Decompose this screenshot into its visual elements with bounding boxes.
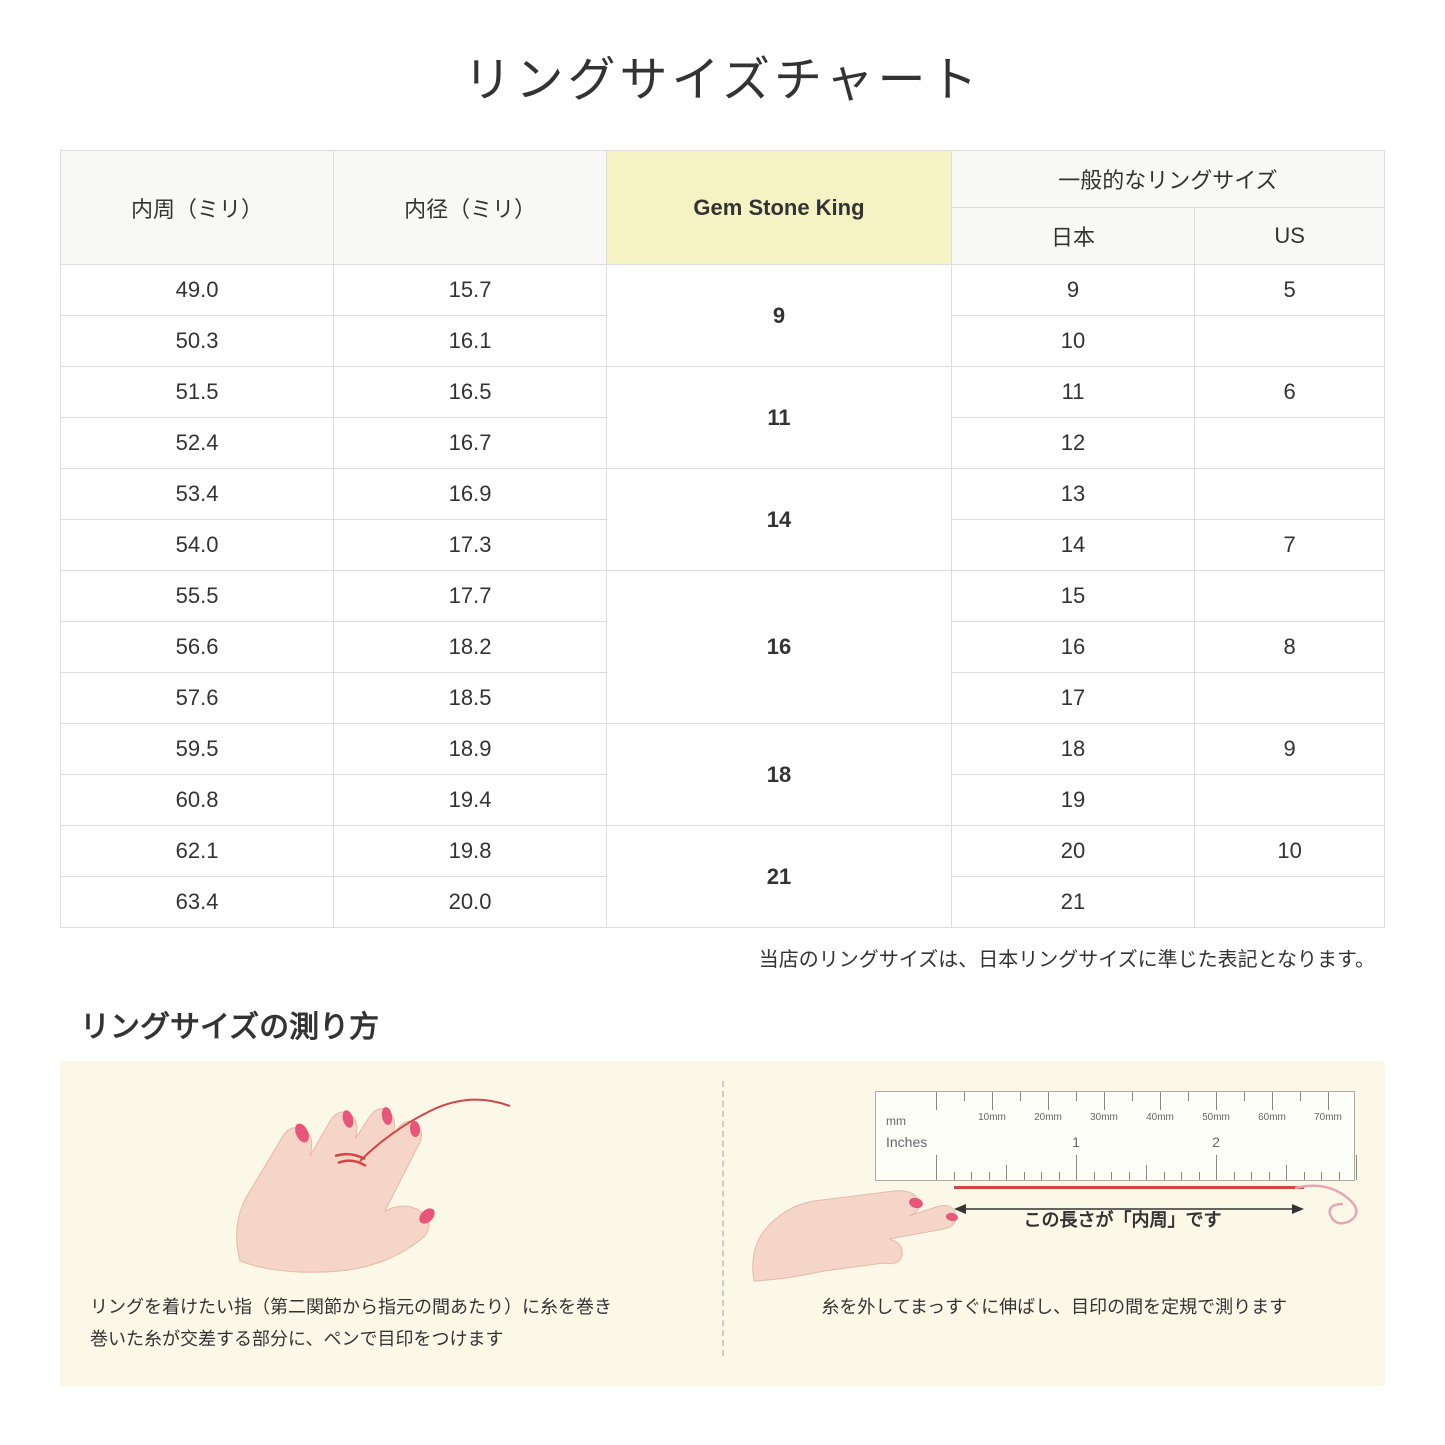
ruler-inches-label: Inches [886,1134,927,1150]
thread-line [954,1186,1304,1189]
cell-diameter: 19.4 [334,775,607,826]
cell-diameter: 16.1 [334,316,607,367]
instructions-container: リングを着けたい指（第二関節から指元の間あたり）に糸を巻き 巻いた糸が交差する部… [60,1061,1385,1386]
cell-gemstone: 16 [607,571,952,724]
cell-japan: 21 [951,877,1194,928]
cell-japan: 13 [951,469,1194,520]
ruler-icon: mm Inches 10mm 20mm 30mm 40mm 50mm 60mm 70mm 1… [875,1091,1355,1181]
cell-us [1195,316,1385,367]
ring-size-table: 内周（ミリ） 内径（ミリ） Gem Stone King 一般的なリングサイズ … [60,150,1385,928]
header-circumference: 内周（ミリ） [61,151,334,265]
size-note: 当店のリングサイズは、日本リングサイズに準じた表記となります。 [60,943,1385,972]
cell-diameter: 16.7 [334,418,607,469]
cell-japan: 16 [951,622,1194,673]
cell-circumference: 53.4 [61,469,334,520]
table-row: 51.516.511116 [61,367,1385,418]
cell-japan: 19 [951,775,1194,826]
cell-circumference: 50.3 [61,316,334,367]
cell-gemstone: 11 [607,367,952,469]
ruler-mm-tick: 70mm [1314,1112,1342,1123]
cell-circumference: 59.5 [61,724,334,775]
cell-circumference: 57.6 [61,673,334,724]
cell-circumference: 49.0 [61,265,334,316]
cell-us: 6 [1195,367,1385,418]
table-row: 62.119.8212010 [61,826,1385,877]
cell-us: 9 [1195,724,1385,775]
cell-diameter: 17.7 [334,571,607,622]
cell-diameter: 17.3 [334,520,607,571]
instruction-2-text: 糸を外してまっすぐに伸ばし、目印の間を定規で測ります [754,1291,1356,1323]
cell-us: 7 [1195,520,1385,571]
cell-japan: 17 [951,673,1194,724]
header-general: 一般的なリングサイズ [951,151,1384,208]
cell-japan: 14 [951,520,1194,571]
cell-us [1195,418,1385,469]
cell-circumference: 56.6 [61,622,334,673]
ruler-mm-tick: 60mm [1258,1112,1286,1123]
ruler-mm-tick: 10mm [978,1112,1006,1123]
hand-icon [190,1081,570,1281]
header-japan: 日本 [951,208,1194,265]
cell-us [1195,469,1385,520]
cell-us: 5 [1195,265,1385,316]
table-row: 49.015.7995 [61,265,1385,316]
table-row: 59.518.918189 [61,724,1385,775]
cell-circumference: 60.8 [61,775,334,826]
ruler-inch-label: 2 [1212,1134,1220,1150]
cell-circumference: 55.5 [61,571,334,622]
ruler-mm-tick: 40mm [1146,1112,1174,1123]
cell-circumference: 52.4 [61,418,334,469]
cell-japan: 10 [951,316,1194,367]
cell-diameter: 18.2 [334,622,607,673]
cell-gemstone: 18 [607,724,952,826]
instruction-panel-2: mm Inches 10mm 20mm 30mm 40mm 50mm 60mm 70mm 1… [754,1081,1356,1356]
instruction-panel-1: リングを着けたい指（第二関節から指元の間あたり）に糸を巻き 巻いた糸が交差する部… [90,1081,724,1356]
ruler-mm-tick: 50mm [1202,1112,1230,1123]
hand-illustration-1 [90,1091,692,1271]
cell-diameter: 19.8 [334,826,607,877]
table-row: 55.517.71615 [61,571,1385,622]
header-gemstone: Gem Stone King [607,151,952,265]
cell-gemstone: 9 [607,265,952,367]
cell-circumference: 51.5 [61,367,334,418]
cell-circumference: 62.1 [61,826,334,877]
cell-us [1195,673,1385,724]
cell-us: 10 [1195,826,1385,877]
ruler-mm-tick: 20mm [1034,1112,1062,1123]
cell-gemstone: 14 [607,469,952,571]
cell-japan: 12 [951,418,1194,469]
cell-us: 8 [1195,622,1385,673]
thread-curl-icon [1295,1176,1385,1236]
cell-diameter: 20.0 [334,877,607,928]
cell-us [1195,775,1385,826]
ruler-mm-label: mm [886,1114,906,1128]
cell-diameter: 16.9 [334,469,607,520]
cell-circumference: 63.4 [61,877,334,928]
cell-us [1195,877,1385,928]
cell-diameter: 16.5 [334,367,607,418]
cell-gemstone: 21 [607,826,952,928]
header-us: US [1195,208,1385,265]
cell-japan: 20 [951,826,1194,877]
table-row: 53.416.91413 [61,469,1385,520]
ruler-container: mm Inches 10mm 20mm 30mm 40mm 50mm 60mm 70mm 1… [754,1091,1356,1271]
cell-japan: 11 [951,367,1194,418]
cell-circumference: 54.0 [61,520,334,571]
subtitle: リングサイズの測り方 [80,1002,1385,1046]
cell-japan: 9 [951,265,1194,316]
header-diameter: 内径（ミリ） [334,151,607,265]
arrow-label: この長さが「内周」です [1024,1206,1222,1232]
cell-japan: 18 [951,724,1194,775]
page-title: リングサイズチャート [60,40,1385,110]
ruler-mm-tick: 30mm [1090,1112,1118,1123]
instruction-1-text: リングを着けたい指（第二関節から指元の間あたり）に糸を巻き 巻いた糸が交差する部… [90,1291,692,1356]
cell-us [1195,571,1385,622]
ruler-inch-label: 1 [1072,1134,1080,1150]
cell-diameter: 15.7 [334,265,607,316]
cell-diameter: 18.9 [334,724,607,775]
cell-japan: 15 [951,571,1194,622]
cell-diameter: 18.5 [334,673,607,724]
